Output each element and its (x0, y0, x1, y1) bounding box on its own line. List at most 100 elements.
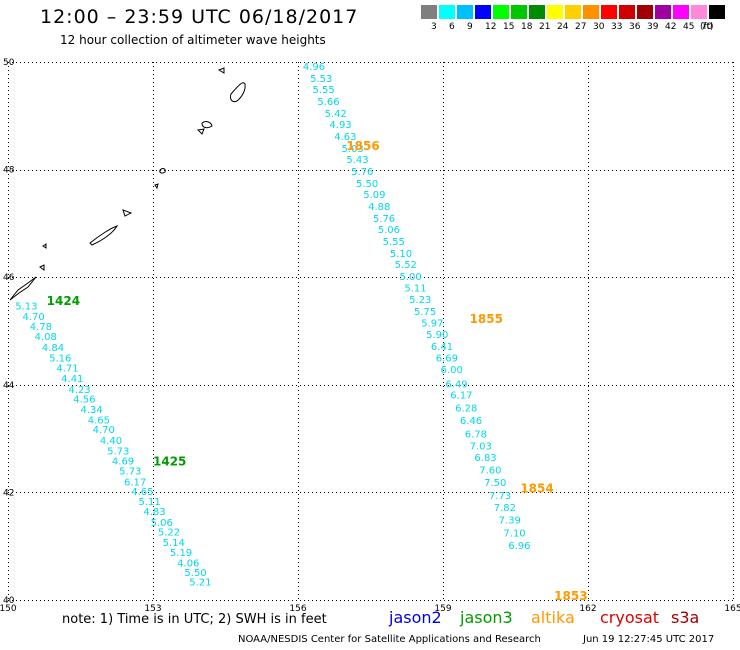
wave-height-value: 5.11 (404, 284, 426, 295)
wave-height-value: 5.06 (378, 225, 400, 236)
legend-label: 70 (701, 22, 713, 32)
legend-swatch (547, 5, 563, 19)
wave-height-value: 5.09 (363, 190, 385, 201)
wave-height-value: 4.56 (73, 395, 95, 406)
wave-height-value: 5.73 (107, 447, 129, 458)
coastline (9, 67, 246, 301)
legend-label: 30 (593, 22, 605, 32)
wave-height-value: 5.73 (119, 467, 141, 478)
legend-label: 18 (521, 22, 533, 32)
legend-swatch (511, 5, 527, 19)
y-tick-label: 44 (3, 381, 15, 391)
legend-label: 12 (485, 22, 497, 32)
x-tick-label: 153 (144, 604, 161, 614)
wave-height-value: 5.97 (421, 319, 443, 330)
wave-height-value: 4.88 (368, 202, 390, 213)
wave-height-value: 4.84 (42, 343, 64, 354)
legend-swatch (601, 5, 617, 19)
wave-height-value: 7.03 (470, 441, 492, 452)
wave-height-value: 4.23 (68, 385, 90, 396)
wave-height-value: 4.69 (112, 456, 134, 467)
x-tick-label: 162 (579, 604, 596, 614)
pass-time-label: 1424 (47, 294, 80, 308)
legend-label: 3 (431, 22, 437, 32)
wave-height-value: 6.78 (465, 430, 487, 441)
wave-height-value: 5.55 (313, 85, 335, 96)
legend-swatch (709, 5, 725, 19)
wave-height-value: 6.69 (436, 354, 458, 365)
chart-subtitle: 12 hour collection of altimeter wave hei… (60, 33, 326, 47)
wave-height-value: 7.82 (494, 503, 516, 514)
wave-height-value: 5.55 (383, 237, 405, 248)
legend-swatch (439, 5, 455, 19)
legend-unit: (ft) (700, 22, 714, 32)
wave-height-value: 7.60 (479, 466, 501, 477)
legend-swatch (475, 5, 491, 19)
y-tick-label: 40 (3, 596, 15, 606)
legend-swatch (457, 5, 473, 19)
wave-height-value: 7.39 (499, 516, 521, 527)
wave-height-value: 4.78 (30, 322, 52, 333)
wave-height-value: 4.40 (100, 436, 122, 447)
pass-time-label: 1856 (346, 139, 379, 153)
wave-height-value: 4.93 (329, 120, 351, 131)
legend-swatch (565, 5, 581, 19)
x-tick-label: 159 (434, 604, 451, 614)
legend-label: 33 (611, 22, 623, 32)
legend-swatch (619, 5, 635, 19)
wave-height-value: 6.17 (124, 477, 146, 488)
wave-height-value: 4.06 (177, 559, 199, 570)
wave-height-value: 5.76 (373, 214, 395, 225)
wave-height-value: 5.76 (351, 167, 373, 178)
pass-time-label: 1855 (470, 312, 503, 326)
wave-height-value: 4.70 (23, 312, 45, 323)
x-tick-label: 150 (0, 604, 17, 614)
wave-height-value: 7.73 (489, 491, 511, 502)
satellite-label: altika (531, 608, 575, 627)
legend-label: 24 (557, 22, 569, 32)
wave-height-value: 4.83 (143, 507, 165, 518)
wave-height-value: 6.41 (431, 342, 453, 353)
legend-swatch (583, 5, 599, 19)
legend-swatch (637, 5, 653, 19)
wave-height-value: 5.16 (49, 354, 71, 365)
y-tick-label: 50 (3, 58, 15, 68)
wave-height-value: 6.17 (450, 390, 472, 401)
wave-height-value: 4.70 (93, 425, 115, 436)
wave-height-value: 5.06 (151, 518, 173, 529)
wave-height-value: 4.65 (88, 416, 110, 427)
wave-height-value: 4.65 (131, 487, 153, 498)
wave-height-value: 4.41 (61, 374, 83, 385)
wave-height-value: 7.10 (503, 529, 525, 540)
satellite-label: s3a (671, 608, 700, 627)
legend-label: 6 (449, 22, 455, 32)
x-tick-label: 165 (724, 604, 740, 614)
wave-height-value: 6.46 (460, 416, 482, 427)
wave-height-value: 4.63 (334, 132, 356, 143)
legend-swatch (421, 5, 437, 19)
legend-label: 15 (503, 22, 515, 32)
grid (8, 62, 734, 601)
y-tick-label: 46 (3, 273, 15, 283)
legend-label: 42 (665, 22, 677, 32)
wave-height-value: 6.83 (474, 453, 496, 464)
legend-label: 36 (629, 22, 641, 32)
wave-height-value: 6.28 (455, 404, 477, 415)
legend-label: 45 (683, 22, 695, 32)
wave-height-value: 5.23 (409, 295, 431, 306)
chart-title: 12:00 – 23:59 UTC 06/18/2017 (40, 6, 359, 28)
wave-height-value: 5.14 (163, 538, 185, 549)
wave-height-value: 5.03 (342, 144, 364, 155)
satellite-label: cryosat (600, 608, 660, 627)
wave-height-value: 5.90 (426, 330, 448, 341)
pass-time-label: 1853 (554, 589, 587, 603)
wave-height-value: 5.52 (395, 260, 417, 271)
wave-height-value: 5.11 (139, 497, 161, 508)
legend-swatch (493, 5, 509, 19)
pass-time-label: 1425 (153, 455, 186, 469)
wave-height-value: 5.53 (310, 74, 332, 85)
data-points: 4.965.535.555.665.424.934.635.035.435.76… (15, 62, 587, 603)
legend-label: 21 (539, 22, 551, 32)
wave-height-value: 5.66 (317, 97, 339, 108)
